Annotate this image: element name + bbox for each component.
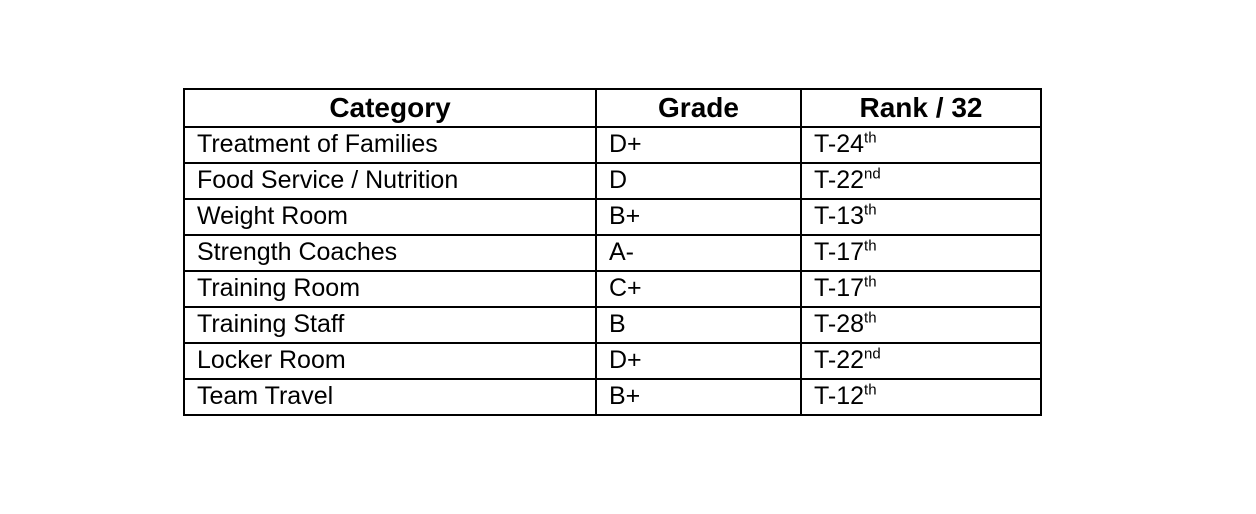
category-cell: Treatment of Families: [183, 126, 597, 164]
grade-cell: D: [595, 162, 802, 200]
grades-table: Category Grade Rank / 32 Treatment of Fa…: [183, 88, 1042, 416]
rank-value: T-13: [814, 202, 865, 230]
rank-value: T-12: [814, 382, 865, 410]
rank-cell: T-24th: [800, 126, 1042, 164]
category-cell: Team Travel: [183, 378, 597, 416]
table-row: Team Travel B+ T-12th: [183, 378, 1042, 416]
rank-ordinal-suffix: th: [864, 129, 877, 147]
category-cell: Food Service / Nutrition: [183, 162, 597, 200]
category-cell: Strength Coaches: [183, 234, 597, 272]
rank-cell: T-12th: [800, 378, 1042, 416]
grade-cell: B+: [595, 198, 802, 236]
grade-cell: B+: [595, 378, 802, 416]
rank-ordinal-suffix: th: [864, 237, 877, 255]
category-cell: Training Staff: [183, 306, 597, 344]
category-cell: Locker Room: [183, 342, 597, 380]
rank-cell: T-28th: [800, 306, 1042, 344]
rank-cell: T-22nd: [800, 342, 1042, 380]
grade-cell: A-: [595, 234, 802, 272]
rank-ordinal-suffix: nd: [864, 345, 881, 363]
table-row: Food Service / Nutrition D T-22nd: [183, 162, 1042, 200]
rank-cell: T-22nd: [800, 162, 1042, 200]
grade-cell: B: [595, 306, 802, 344]
table-body: Treatment of Families D+ T-24th Food Servic…: [183, 126, 1042, 416]
table-row: Weight Room B+ T-13th: [183, 198, 1042, 236]
rank-cell: T-17th: [800, 234, 1042, 272]
rank-cell: T-17th: [800, 270, 1042, 308]
table-header-row: Category Grade Rank / 32: [183, 88, 1042, 128]
rank-ordinal-suffix: nd: [864, 165, 881, 183]
rank-ordinal-suffix: th: [864, 273, 877, 291]
table-header-rank: Rank / 32: [800, 88, 1042, 128]
table-header-grade: Grade: [595, 88, 802, 128]
grade-cell: C+: [595, 270, 802, 308]
rank-value: T-24: [814, 130, 865, 158]
table-row: Locker Room D+ T-22nd: [183, 342, 1042, 380]
table-header-category: Category: [183, 88, 597, 128]
grade-cell: D+: [595, 126, 802, 164]
rank-cell: T-13th: [800, 198, 1042, 236]
table-row: Training Room C+ T-17th: [183, 270, 1042, 308]
rank-value: T-17: [814, 274, 865, 302]
grade-cell: D+: [595, 342, 802, 380]
rank-value: T-22: [814, 346, 865, 374]
table-row: Training Staff B T-28th: [183, 306, 1042, 344]
rank-value: T-22: [814, 166, 865, 194]
rank-ordinal-suffix: th: [864, 201, 877, 219]
rank-value: T-17: [814, 238, 865, 266]
rank-ordinal-suffix: th: [864, 381, 877, 399]
table-row: Strength Coaches A- T-17th: [183, 234, 1042, 272]
rank-ordinal-suffix: th: [864, 309, 877, 327]
category-cell: Weight Room: [183, 198, 597, 236]
table-row: Treatment of Families D+ T-24th: [183, 126, 1042, 164]
category-cell: Training Room: [183, 270, 597, 308]
rank-value: T-28: [814, 310, 865, 338]
